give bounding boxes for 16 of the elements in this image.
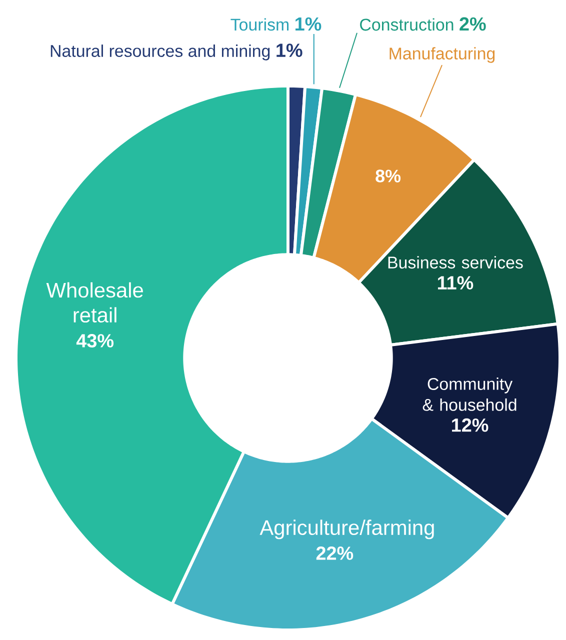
slice-label: Construction — [360, 18, 454, 31]
data-label: 22% — [316, 546, 354, 560]
data-label: 2% — [460, 17, 486, 31]
slice-label: Tourism — [230, 18, 289, 31]
data-label: 43% — [76, 334, 114, 348]
data-label: 11% — [438, 276, 474, 290]
slice-label: Agriculture/farming — [260, 520, 434, 540]
data-label: 1% — [296, 17, 322, 31]
slice-label: Manufacturing — [390, 47, 495, 63]
slice-label: Business services — [388, 256, 523, 269]
data-label: 8% — [376, 170, 401, 182]
slice-label: Natural resources and mining — [50, 44, 270, 60]
slice-label: Wholesale retail — [46, 282, 143, 323]
data-label: 12% — [452, 418, 488, 432]
slice-label: Community & household — [422, 378, 516, 411]
data-label: 1% — [276, 44, 302, 57]
